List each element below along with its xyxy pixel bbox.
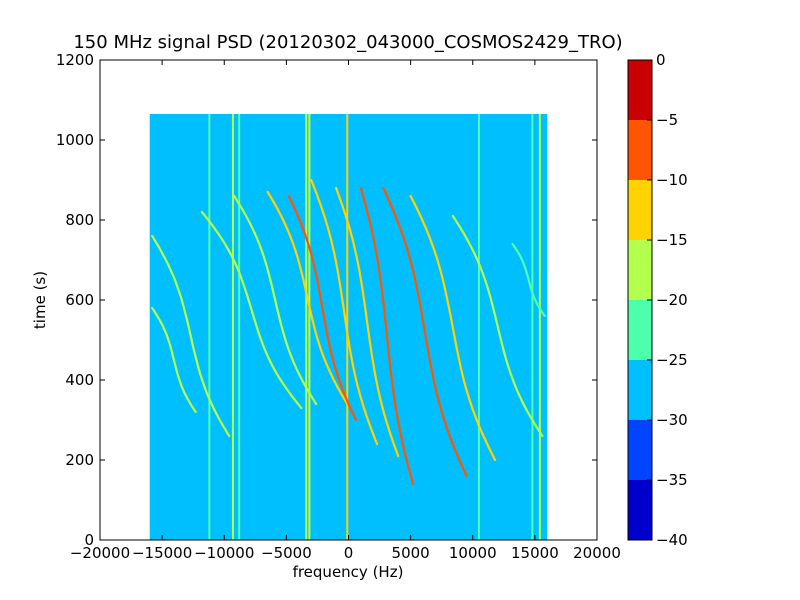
- doppler-trace-6: [310, 178, 379, 446]
- colorbar-band-4: [628, 240, 652, 300]
- doppler-trace-0: [151, 306, 197, 414]
- colorbar-tick-label-0: 0: [656, 51, 666, 69]
- doppler-trace-9: [382, 186, 468, 478]
- x-tick-label-3: −5000: [261, 544, 312, 562]
- y-tick-label-4: 800: [65, 211, 94, 229]
- doppler-traces: [151, 178, 546, 486]
- x-tick-label-5: 5000: [392, 544, 430, 562]
- x-tick-label-1: −15000: [132, 544, 192, 562]
- y-axis-ticks: 0 200 400 600 800 1000 1200: [56, 51, 597, 549]
- colorbar-tick-label-4: −20: [656, 291, 688, 309]
- colorbar-band-3: [628, 300, 652, 360]
- y-tick-label-3: 600: [65, 291, 94, 309]
- x-tick-label-7: 15000: [511, 544, 559, 562]
- x-tick-label-0: −20000: [70, 544, 130, 562]
- colorbar-tick-label-3: −15: [656, 231, 688, 249]
- y-tick-label-5: 1000: [56, 131, 94, 149]
- doppler-trace-7: [335, 186, 400, 458]
- x-tick-label-2: −10000: [194, 544, 254, 562]
- doppler-trace-11: [451, 214, 544, 438]
- heatmap-background: [149, 114, 548, 540]
- doppler-trace-12: [511, 242, 546, 318]
- colorbar-band-5: [628, 180, 652, 240]
- doppler-trace-1: [151, 234, 231, 438]
- colorbar-ticks: 0 −5 −10 −15 −20 −25 −30 −35 −40: [647, 51, 688, 549]
- doppler-trace-5: [287, 194, 358, 422]
- y-tick-label-0: 0: [84, 531, 94, 549]
- x-axis-label: frequency (Hz): [293, 563, 404, 581]
- colorbar-tick-label-6: −30: [656, 411, 688, 429]
- doppler-trace-3: [233, 194, 318, 406]
- y-axis-label: time (s): [31, 271, 49, 329]
- colorbar-band-7: [628, 60, 652, 120]
- colorbar-band-2: [628, 360, 652, 420]
- doppler-trace-2: [200, 210, 303, 410]
- y-tick-label-6: 1200: [56, 51, 94, 69]
- colorbar-tick-label-7: −35: [656, 471, 688, 489]
- y-tick-label-2: 400: [65, 371, 94, 389]
- colorbar-tick-label-8: −40: [656, 531, 688, 549]
- colorbar-band-6: [628, 120, 652, 180]
- x-tick-label-6: 10000: [449, 544, 497, 562]
- y-tick-label-1: 200: [65, 451, 94, 469]
- colorbar-band-0: [628, 480, 652, 540]
- colorbar-tick-label-5: −25: [656, 351, 688, 369]
- heatmap: [149, 114, 548, 540]
- x-tick-label-8: 20000: [573, 544, 621, 562]
- doppler-trace-10: [409, 194, 497, 462]
- x-axis-ticks: −20000 −15000 −10000 −5000 0 5000 10000 15000 20…: [70, 60, 621, 562]
- colorbar-tick-label-1: −5: [656, 111, 678, 129]
- colorbar-tick-label-2: −10: [656, 171, 688, 189]
- chart-title: 150 MHz signal PSD (20120302_043000_COSM…: [73, 32, 622, 53]
- x-tick-label-4: 0: [344, 544, 354, 562]
- colorbar: [628, 60, 652, 540]
- colorbar-band-1: [628, 420, 652, 480]
- doppler-trace-4: [266, 190, 349, 406]
- doppler-trace-8: [359, 186, 415, 486]
